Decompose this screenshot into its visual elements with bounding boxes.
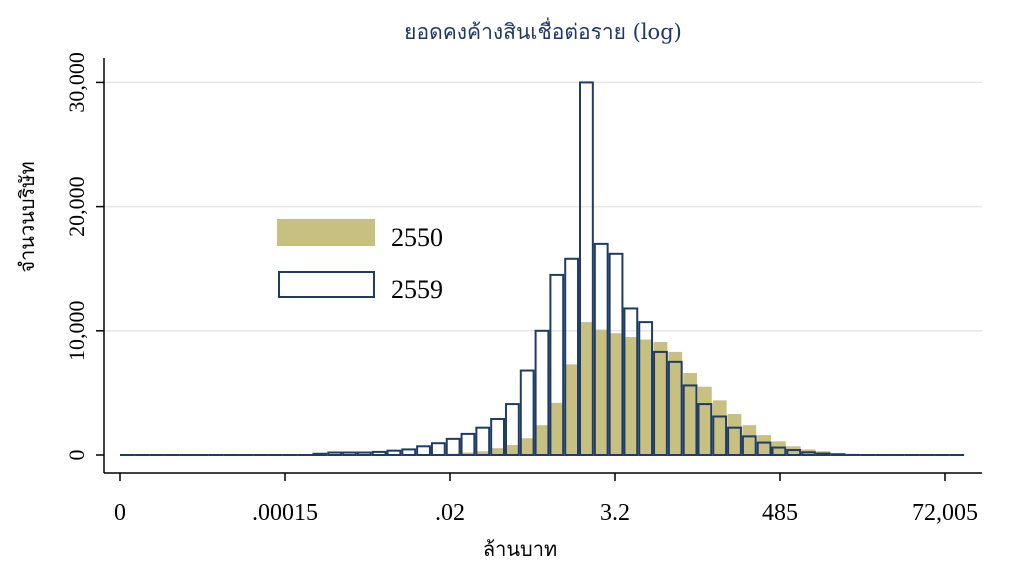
- bar-2550: [594, 329, 609, 455]
- bar-2559: [638, 321, 654, 457]
- bar-2559: [712, 415, 728, 456]
- bar-2559: [815, 452, 831, 456]
- bar-2559: [830, 453, 846, 457]
- bar-2550: [549, 402, 564, 455]
- bar-2559: [416, 445, 431, 457]
- bar-2559: [519, 369, 535, 457]
- bar-2559: [608, 252, 624, 456]
- x-tick-label: .00015: [252, 500, 318, 526]
- chart-title: ยอดคงค้างสินเชื่อต่อราย (log): [404, 17, 682, 44]
- series-2550-bars: [446, 322, 920, 455]
- bar-2559: [445, 437, 461, 456]
- bar-2559: [386, 449, 402, 457]
- y-axis-label: จำนวนบริษัท: [15, 161, 39, 272]
- x-axis-label: ล้านบาท: [483, 537, 557, 561]
- bar-2559: [801, 451, 816, 456]
- bar-2550: [609, 333, 623, 455]
- bar-2559: [697, 403, 713, 457]
- bar-2550: [535, 425, 549, 455]
- bar-2559: [430, 442, 446, 456]
- axes: [103, 58, 982, 474]
- bar-2559: [490, 417, 505, 456]
- bar-2550: [668, 351, 683, 455]
- bar-2550: [727, 414, 742, 455]
- x-ticks: 0 .00015 .02 3.2 485 72,005: [114, 473, 978, 526]
- bar-2559: [653, 350, 668, 456]
- bar-2550: [505, 445, 520, 455]
- gridlines: [104, 81, 982, 332]
- x-tick-label: 72,005: [912, 500, 978, 526]
- bar-2559: [356, 451, 372, 457]
- bar-2559: [534, 329, 550, 457]
- bar-2559: [504, 403, 520, 457]
- bar-2559: [564, 257, 580, 456]
- x-tick-label: .02: [435, 500, 465, 526]
- bar-2559: [460, 432, 476, 456]
- x-tick-label: 0: [114, 500, 126, 526]
- bar-2559: [593, 242, 609, 456]
- bar-2559: [579, 81, 594, 457]
- bar-2559: [756, 441, 772, 457]
- bar-2559: [312, 452, 328, 456]
- bar-2550: [490, 448, 505, 455]
- x-tick-label: 3.2: [600, 500, 630, 526]
- bar-2550: [697, 386, 712, 455]
- bar-2550: [461, 452, 475, 455]
- y-tick-label: 10,000: [64, 301, 89, 362]
- bar-2559: [549, 273, 565, 456]
- bar-2550: [638, 339, 653, 455]
- bar-2559: [327, 451, 343, 457]
- bar-2559: [401, 448, 417, 456]
- bar-2559: [342, 451, 357, 457]
- bar-2559: [741, 435, 757, 457]
- bar-2550: [579, 322, 594, 455]
- bar-2550: [712, 400, 727, 455]
- y-tick-label: 20,000: [64, 176, 89, 237]
- x-tick-label: 485: [762, 500, 798, 526]
- bar-2559: [727, 426, 742, 457]
- bar-2559: [771, 446, 787, 457]
- bar-2550: [564, 364, 579, 455]
- bar-2550: [623, 337, 638, 455]
- legend-swatch-2559: [278, 271, 375, 298]
- bar-2550: [683, 373, 697, 455]
- bar-2559: [667, 360, 683, 456]
- bar-2550: [475, 451, 490, 455]
- series-2559-bars: [120, 81, 964, 457]
- bar-2559: [682, 384, 698, 456]
- bar-2559: [475, 426, 491, 457]
- legend-swatch-2550: [277, 219, 375, 246]
- legend: 2550 2559: [277, 219, 443, 304]
- legend-label-2550: 2550: [391, 223, 443, 252]
- bar-2550: [757, 435, 772, 455]
- bar-2559: [623, 307, 639, 456]
- y-tick-label: 0: [64, 450, 89, 461]
- bar-2550: [653, 341, 668, 455]
- y-ticks: 0 10,000 20,000 30,000: [64, 52, 104, 461]
- y-tick-label: 30,000: [64, 52, 89, 113]
- bar-2559: [371, 450, 387, 457]
- legend-label-2559: 2559: [391, 275, 443, 304]
- bar-2550: [520, 438, 535, 455]
- bar-2559: [786, 449, 802, 456]
- bar-2550: [742, 425, 757, 455]
